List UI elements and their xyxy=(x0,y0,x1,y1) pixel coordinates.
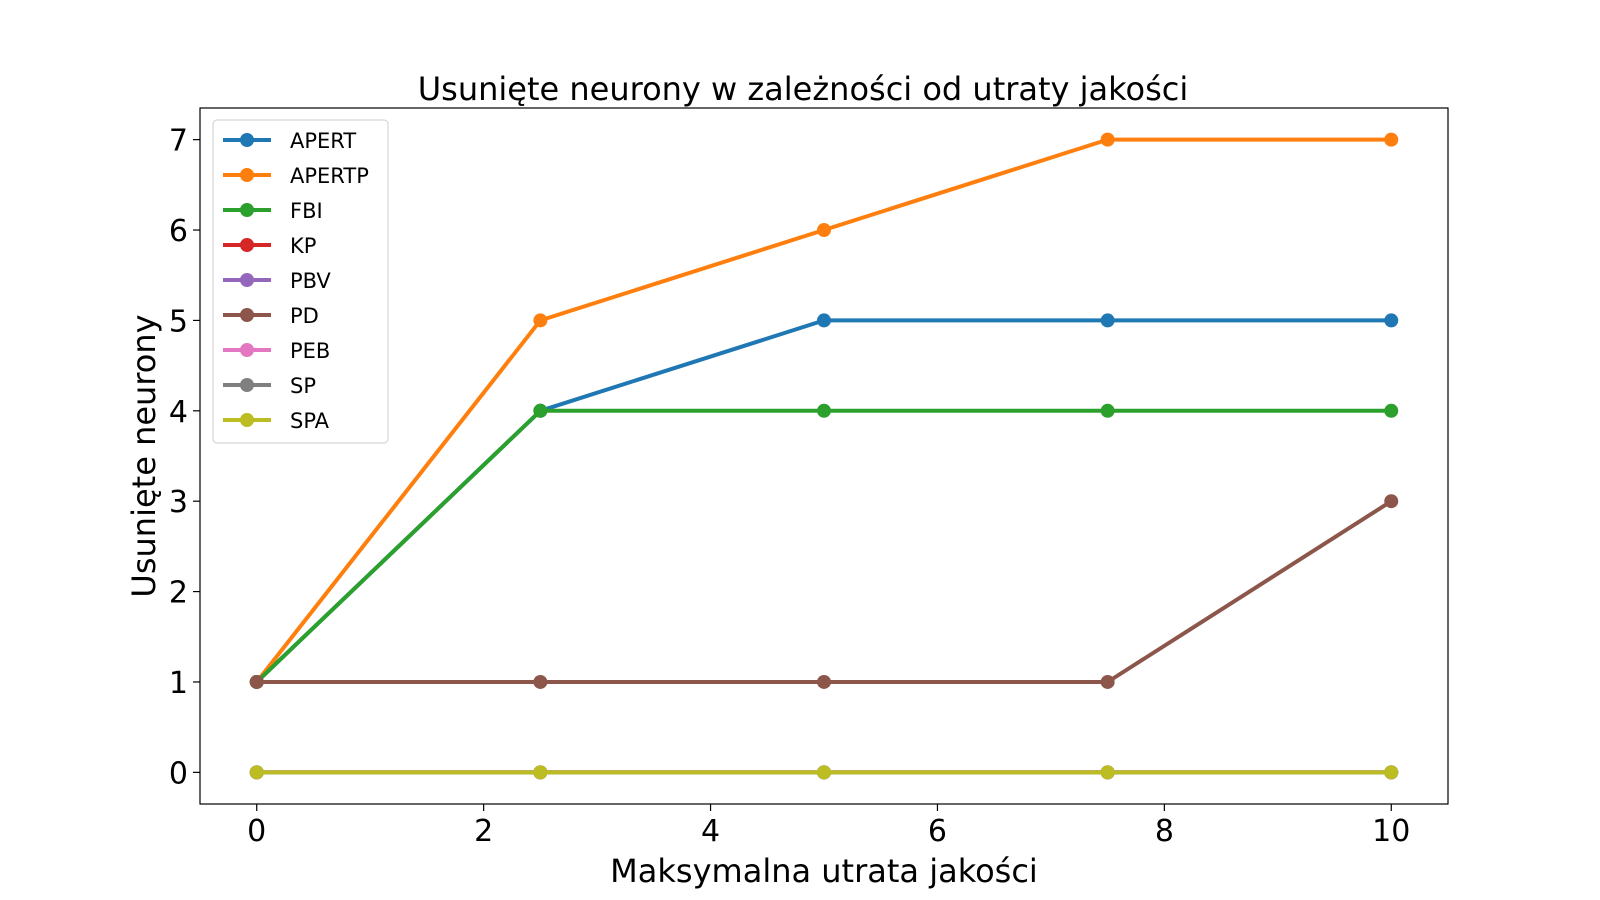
data-point-apert xyxy=(817,313,831,328)
data-point-spa xyxy=(817,765,831,780)
legend-item-pbv: PBV xyxy=(223,269,331,293)
data-point-apert xyxy=(1384,313,1399,328)
legend: APERT APERTP FBI KP PBV PD PEB SP SPA xyxy=(212,119,389,444)
data-point-spa xyxy=(1384,765,1399,780)
y-tick-label: 6 xyxy=(169,214,188,249)
data-point-spa xyxy=(533,765,548,780)
x-axis-label: Maksymalna utrata jakości xyxy=(610,852,1038,890)
x-tick-label: 6 xyxy=(928,814,947,849)
series-line-pd xyxy=(256,499,1393,684)
x-tick-label: 4 xyxy=(701,814,720,849)
legend-item-spa: SPA xyxy=(223,409,330,433)
y-tick-label: 0 xyxy=(169,756,188,791)
data-point-fbi xyxy=(817,403,831,418)
legend-item-apertp: APERTP xyxy=(223,164,369,188)
data-point-apertp xyxy=(533,313,548,328)
series-fbi xyxy=(249,403,1399,689)
data-point-pd xyxy=(817,674,831,689)
y-tick-label: 3 xyxy=(169,485,188,520)
legend-swatch-marker xyxy=(240,308,254,322)
data-point-fbi xyxy=(1384,403,1399,418)
series-group xyxy=(249,132,1399,780)
legend-label: APERTP xyxy=(290,164,369,188)
series-apert xyxy=(249,313,1399,689)
y-tick-label: 4 xyxy=(169,395,188,430)
legend-label: APERT xyxy=(290,129,356,153)
y-tick-label: 7 xyxy=(169,124,188,159)
legend-label: SP xyxy=(290,374,316,398)
legend-box xyxy=(212,119,389,444)
legend-swatch-marker xyxy=(240,273,254,287)
x-tick-label: 0 xyxy=(247,814,266,849)
data-point-pd xyxy=(249,674,264,689)
legend-label: KP xyxy=(290,234,316,258)
x-axis: 0 2 4 6 8 10 xyxy=(247,804,1410,849)
data-point-spa xyxy=(1100,765,1115,780)
series-line-fbi xyxy=(255,408,1392,684)
legend-item-apert: APERT xyxy=(223,129,356,153)
legend-swatch-marker xyxy=(240,203,254,217)
legend-label: PBV xyxy=(290,269,331,293)
legend-label: SPA xyxy=(290,409,330,433)
data-point-spa xyxy=(249,765,264,780)
series-line-apert xyxy=(255,318,1392,684)
legend-item-kp: KP xyxy=(223,234,316,258)
x-tick-label: 8 xyxy=(1155,814,1174,849)
series-spa xyxy=(249,765,1399,780)
legend-label: FBI xyxy=(290,199,323,223)
y-tick-label: 1 xyxy=(169,666,188,701)
y-tick-label: 5 xyxy=(169,304,188,339)
data-point-fbi xyxy=(1100,403,1115,418)
legend-item-fbi: FBI xyxy=(223,199,323,223)
data-point-pd xyxy=(1100,674,1115,689)
legend-item-pd: PD xyxy=(223,304,319,328)
series-pd xyxy=(249,494,1399,689)
chart-title: Usunięte neurony w zależności od utraty … xyxy=(418,70,1189,108)
legend-swatch-marker xyxy=(240,343,254,357)
legend-item-peb: PEB xyxy=(223,339,330,363)
data-point-apert xyxy=(1100,313,1115,328)
y-tick-label: 2 xyxy=(169,576,188,611)
legend-label: PD xyxy=(290,304,319,328)
legend-item-sp: SP xyxy=(223,374,316,398)
data-point-apertp xyxy=(1384,132,1399,147)
x-tick-label: 10 xyxy=(1372,814,1410,849)
legend-swatch-marker xyxy=(240,133,254,147)
legend-swatch-marker xyxy=(240,378,254,392)
legend-swatch-marker xyxy=(240,413,254,427)
y-axis: 0 1 2 3 4 5 6 7 xyxy=(169,124,200,791)
legend-label: PEB xyxy=(290,339,330,363)
data-point-fbi xyxy=(533,403,548,418)
legend-swatch-marker xyxy=(240,238,254,252)
data-point-pd xyxy=(533,674,548,689)
y-axis-label: Usunięte neurony xyxy=(125,314,163,597)
plot-area xyxy=(199,107,1449,805)
legend-swatch-marker xyxy=(240,168,254,182)
x-tick-label: 2 xyxy=(474,814,493,849)
data-point-apertp xyxy=(817,223,831,238)
data-point-apertp xyxy=(1100,132,1115,147)
data-point-pd xyxy=(1384,494,1399,509)
